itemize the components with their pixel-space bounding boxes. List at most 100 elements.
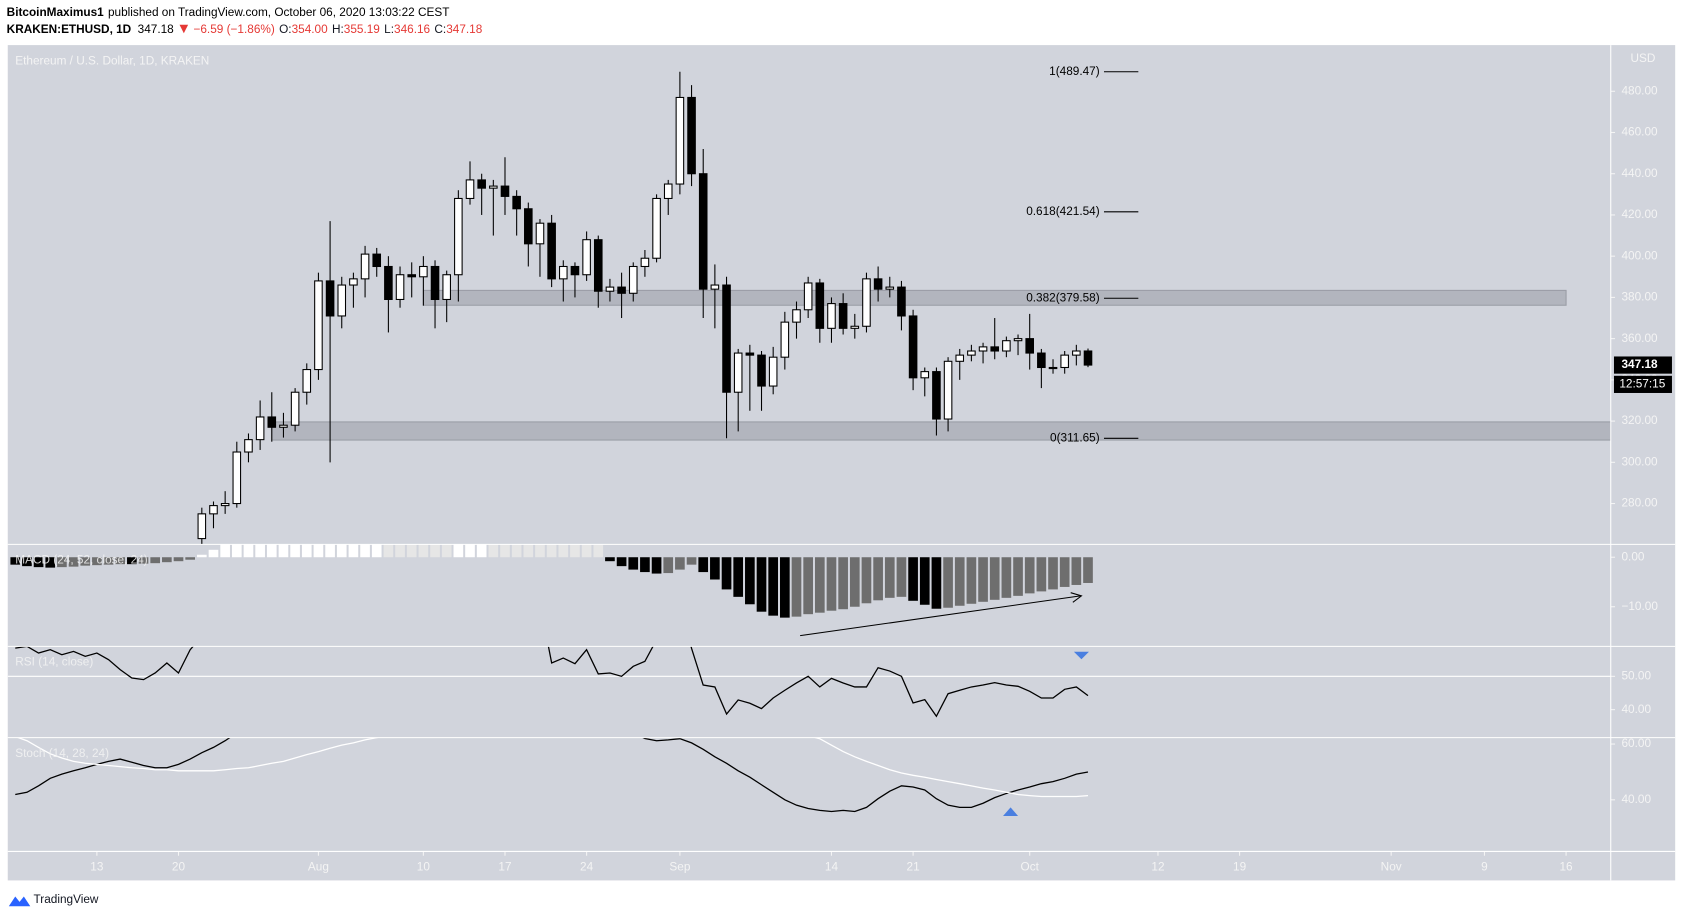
macd-bar	[814, 557, 825, 613]
candle-body	[1048, 366, 1058, 370]
macd-bar	[325, 544, 335, 558]
macd-bar	[430, 544, 440, 558]
candle-body	[1060, 354, 1069, 369]
macd-bar	[336, 544, 347, 558]
macd-bar	[488, 544, 499, 558]
candle-body	[768, 356, 778, 387]
macd-bar	[231, 544, 242, 558]
candle-body	[943, 360, 953, 420]
candle-body	[442, 274, 451, 301]
macd-bar	[954, 557, 965, 606]
macd-bar	[243, 544, 254, 558]
ohlc-key: C:	[434, 22, 446, 36]
macd-bar	[1024, 557, 1035, 594]
countdown: 12:57:15	[1619, 377, 1665, 391]
candle-body	[372, 253, 382, 268]
macd-bar	[278, 544, 289, 558]
macd-bar	[698, 557, 709, 573]
macd-bar	[138, 557, 149, 564]
x-tick-label: 19	[1233, 860, 1246, 874]
macd-bar	[931, 557, 942, 609]
candle-body	[897, 286, 906, 317]
signal-marker	[1003, 807, 1019, 816]
candle-body	[558, 265, 568, 280]
macd-bar	[943, 557, 953, 608]
macd-bar	[663, 557, 674, 574]
macd-bar	[22, 557, 32, 567]
candle-body	[232, 451, 242, 505]
candle-body	[360, 253, 370, 280]
zone	[271, 421, 1611, 441]
candle-body	[652, 197, 661, 259]
candle-body	[967, 350, 976, 356]
indicator-pane	[10, 544, 1093, 618]
candle-body	[570, 265, 580, 276]
macd-bar	[150, 557, 161, 564]
fib-label: 0.382(379.58)	[1026, 290, 1100, 304]
candle-body	[1002, 340, 1011, 352]
x-tick-label: 12	[1151, 860, 1164, 874]
candle-body	[419, 265, 428, 278]
indicator-line	[15, 646, 1089, 718]
indicator-pane	[7, 646, 1611, 718]
y-tick-label: −10.00	[1621, 599, 1658, 613]
macd-bar	[826, 557, 837, 611]
macd-bar	[68, 557, 79, 567]
macd-bar	[115, 557, 126, 565]
macd-bar	[500, 544, 510, 558]
x-tick-label: 13	[90, 860, 104, 874]
candle-body	[430, 265, 440, 301]
macd-bar	[884, 557, 895, 598]
candle-body	[908, 315, 918, 379]
macd-bar	[756, 557, 767, 612]
change-line: −6.59 (−1.86%) O:354.00 H:355.19 L:346.16 C:…	[193, 22, 482, 36]
candle-body	[792, 309, 801, 323]
macd-bar	[301, 544, 312, 558]
candle-body	[617, 286, 626, 294]
candle-body	[197, 513, 207, 540]
candle-body	[1013, 338, 1023, 342]
indicator-title: MACD (24, 52, close, 24)	[15, 553, 148, 567]
candle-body	[477, 179, 486, 189]
macd-bar	[92, 557, 102, 566]
candle-body	[524, 208, 533, 245]
indicator-title: RSI (14, close)	[15, 655, 93, 669]
macd-bar	[745, 557, 755, 605]
macd-bar	[535, 544, 545, 558]
down-arrow	[179, 24, 189, 34]
x-tick-label: 9	[1481, 860, 1488, 874]
ohlc-value: 355.19	[344, 22, 380, 36]
candle-body	[255, 416, 265, 441]
candle-body	[733, 352, 743, 393]
candle-body	[244, 439, 253, 453]
macd-bar	[523, 544, 534, 558]
macd-bar	[640, 557, 650, 573]
candle-body	[220, 503, 230, 507]
candle-body	[290, 391, 300, 426]
candle-body	[454, 197, 463, 276]
y-tick-label: 280.00	[1621, 496, 1658, 510]
price: 347.18	[138, 22, 175, 36]
macd-bar	[1036, 557, 1047, 592]
macd-bar	[989, 557, 1000, 600]
indicator-pane	[15, 737, 1089, 813]
ohlc-value: 347.18	[446, 22, 483, 36]
macd-bar	[441, 544, 452, 558]
candle-body	[978, 346, 988, 352]
candle-body	[920, 371, 930, 379]
candle-body	[582, 239, 591, 276]
macd-bar	[33, 557, 44, 568]
macd-bar	[348, 544, 359, 558]
candle-body	[1072, 350, 1081, 356]
indicator-title: Stoch (14, 28, 24)	[15, 746, 109, 760]
y-tick-label: 300.00	[1621, 454, 1658, 468]
macd-bar	[255, 544, 265, 558]
separators	[7, 45, 1676, 881]
macd-bar	[593, 544, 604, 558]
macd-bar	[1001, 557, 1012, 598]
macd-bar	[453, 544, 464, 558]
macd-bar	[1059, 557, 1070, 587]
trend-arrow-head	[1070, 592, 1083, 603]
indicator-line	[15, 737, 1089, 813]
